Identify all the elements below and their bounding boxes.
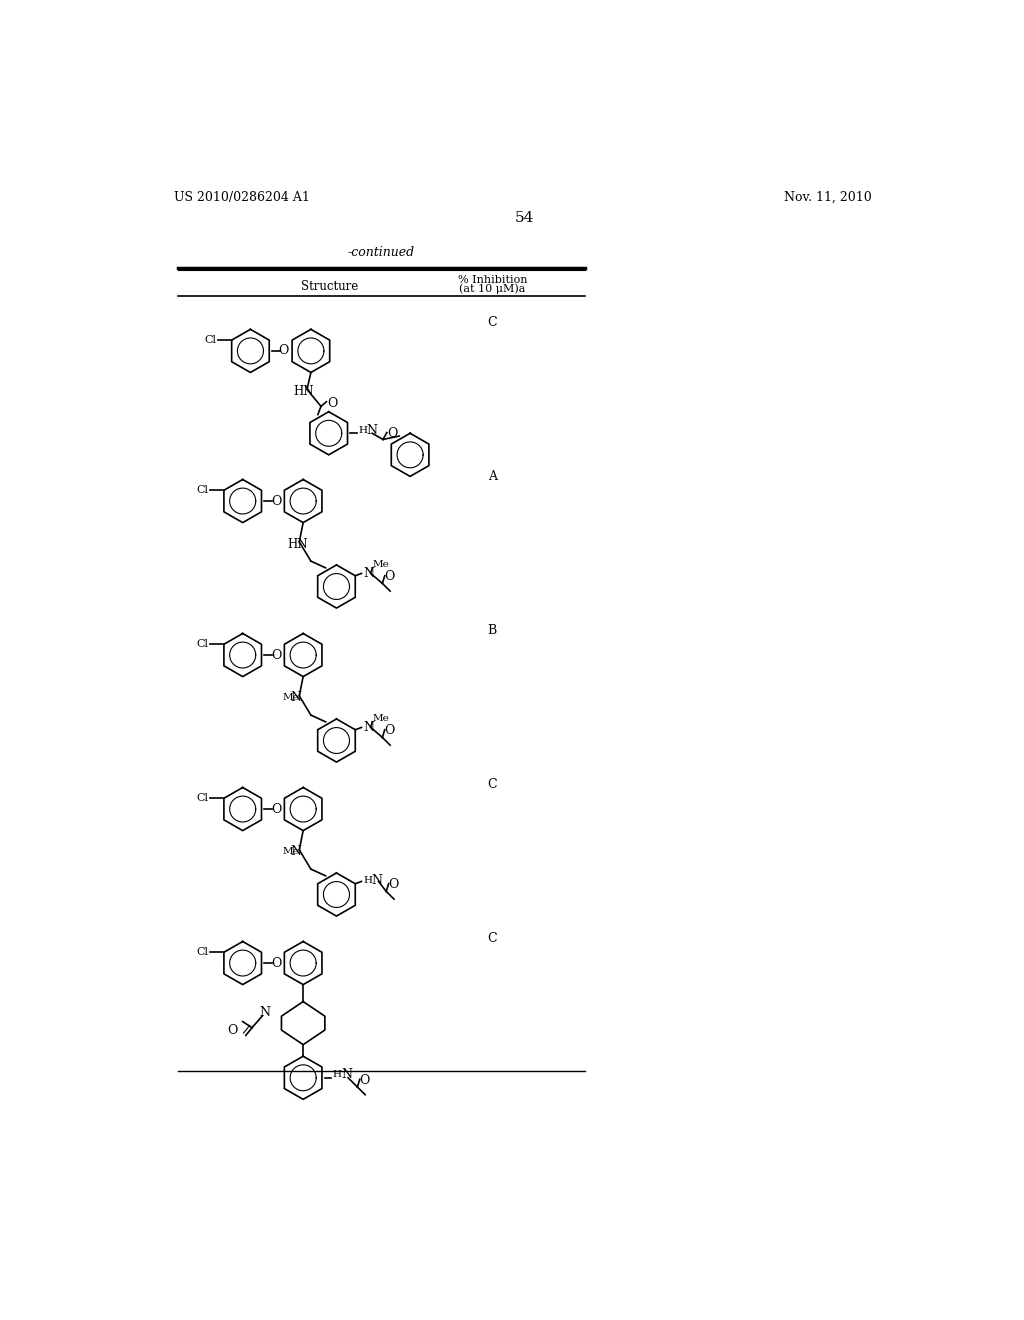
Text: N: N — [290, 690, 301, 704]
Text: O: O — [385, 723, 395, 737]
Text: B: B — [487, 624, 497, 638]
Text: N: N — [290, 845, 301, 858]
Text: -continued: -continued — [348, 246, 415, 259]
Text: A: A — [487, 470, 497, 483]
Text: Me: Me — [373, 714, 389, 723]
Text: N: N — [364, 566, 374, 579]
Text: Me: Me — [373, 561, 389, 569]
Text: Structure: Structure — [301, 280, 358, 293]
Text: Cl: Cl — [204, 335, 216, 345]
Text: Cl: Cl — [197, 486, 209, 495]
Text: O: O — [270, 648, 282, 661]
Text: HN: HN — [287, 539, 307, 552]
Text: HN: HN — [293, 385, 313, 399]
Text: C: C — [487, 932, 497, 945]
Text: % Inhibition: % Inhibition — [458, 276, 527, 285]
Text: C: C — [487, 779, 497, 791]
Text: O: O — [270, 495, 282, 508]
Text: O: O — [328, 397, 338, 409]
Text: O: O — [387, 426, 397, 440]
Text: O: O — [227, 1023, 238, 1036]
Text: US 2010/0286204 A1: US 2010/0286204 A1 — [174, 191, 310, 203]
Text: Me: Me — [283, 693, 299, 702]
Text: C: C — [487, 317, 497, 329]
Text: Cl: Cl — [197, 948, 209, 957]
Text: H: H — [333, 1071, 342, 1080]
Text: O: O — [385, 570, 395, 583]
Text: Cl: Cl — [197, 639, 209, 649]
Text: Me: Me — [283, 847, 299, 855]
Text: Nov. 11, 2010: Nov. 11, 2010 — [784, 191, 872, 203]
Text: H: H — [358, 426, 368, 436]
Text: O: O — [279, 345, 289, 358]
Text: O: O — [388, 878, 399, 891]
Text: N: N — [260, 1006, 270, 1019]
Text: H: H — [364, 876, 372, 886]
Text: N: N — [372, 874, 383, 887]
Text: N: N — [366, 425, 377, 437]
Text: O: O — [270, 957, 282, 970]
Text: Cl: Cl — [197, 793, 209, 804]
Text: N: N — [341, 1068, 352, 1081]
Text: O: O — [270, 803, 282, 816]
Text: N: N — [364, 721, 374, 734]
Text: O: O — [359, 1073, 370, 1086]
Text: (at 10 μM)a: (at 10 μM)a — [459, 284, 525, 294]
Text: 54: 54 — [515, 211, 535, 224]
